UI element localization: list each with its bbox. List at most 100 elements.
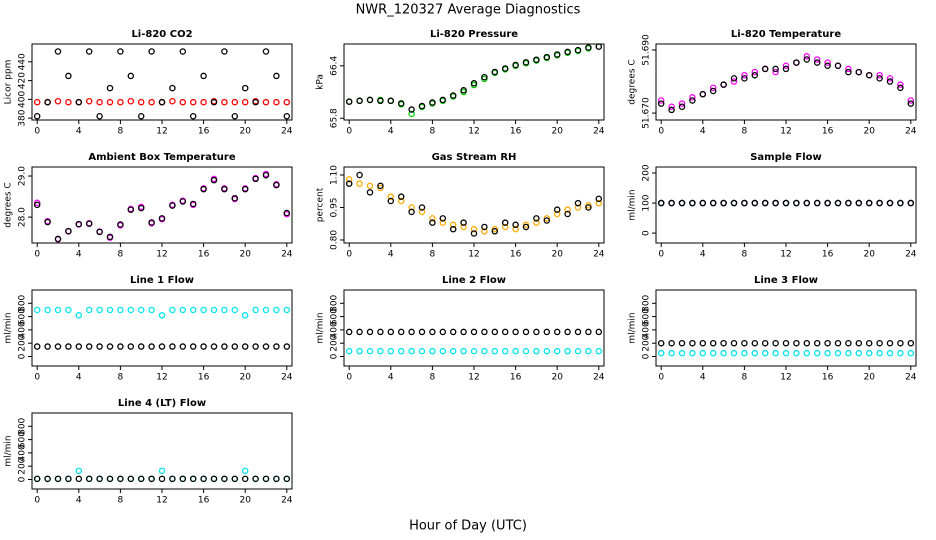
point	[585, 44, 592, 51]
point	[741, 71, 748, 79]
point	[813, 199, 821, 207]
point	[366, 328, 374, 336]
point	[813, 56, 821, 63]
point	[897, 84, 904, 92]
point	[137, 112, 145, 120]
point	[741, 199, 748, 207]
point	[189, 306, 197, 314]
point	[522, 223, 530, 231]
point	[345, 98, 353, 105]
point	[158, 343, 166, 350]
x-tick-label: 8	[118, 373, 124, 383]
point	[241, 84, 249, 92]
point	[85, 97, 93, 105]
point	[397, 197, 405, 205]
point	[221, 343, 228, 350]
point	[96, 475, 103, 483]
point	[127, 97, 135, 105]
point	[460, 347, 467, 355]
y-tick-label: 51.690	[642, 34, 652, 66]
x-tick-label: 0	[658, 373, 664, 383]
point	[512, 221, 519, 229]
point	[855, 199, 863, 207]
point	[106, 233, 114, 241]
point	[429, 347, 436, 355]
point	[793, 349, 800, 357]
point	[449, 328, 457, 336]
x-tick-label: 20	[239, 127, 251, 137]
point	[886, 349, 894, 357]
point	[481, 328, 488, 336]
point	[273, 306, 280, 314]
point	[148, 98, 155, 106]
point	[793, 199, 800, 207]
point	[855, 68, 863, 76]
point	[117, 98, 124, 106]
y-tick-label: 400	[18, 444, 28, 461]
point	[262, 171, 270, 179]
point	[543, 347, 551, 355]
x-tick-label: 20	[863, 373, 875, 383]
point	[200, 98, 207, 106]
x-tick-label: 12	[156, 373, 167, 383]
point	[397, 193, 405, 200]
panel-title: Line 4 (LT) Flow	[118, 398, 206, 409]
x-tick-label: 16	[510, 250, 522, 260]
y-axis-label: ml/min	[4, 435, 14, 466]
point	[574, 204, 582, 211]
point	[834, 339, 842, 347]
x-tick-label: 12	[780, 127, 791, 137]
point	[855, 349, 863, 357]
x-tick-label: 8	[118, 496, 124, 506]
point	[356, 347, 363, 355]
point	[221, 475, 228, 483]
point	[522, 347, 530, 355]
point	[761, 339, 769, 347]
x-tick-label: 0	[658, 250, 664, 260]
point	[730, 339, 738, 347]
point	[397, 347, 405, 355]
point	[522, 59, 530, 66]
point	[668, 349, 675, 357]
point	[657, 97, 665, 104]
point	[543, 53, 551, 61]
y-axis-label: kPa	[316, 74, 326, 90]
point	[137, 475, 145, 483]
point	[699, 339, 707, 347]
point	[501, 65, 509, 72]
y-axis-label: ml/min	[628, 189, 638, 220]
point	[595, 199, 603, 207]
point	[678, 349, 686, 357]
point	[231, 194, 239, 202]
point	[231, 306, 239, 314]
point	[117, 221, 124, 228]
point	[574, 46, 582, 54]
page-title: NWR_120327 Average Diagnostics	[356, 3, 581, 18]
point	[179, 48, 187, 55]
point	[751, 68, 759, 76]
point	[678, 103, 686, 111]
point	[252, 175, 259, 183]
x-tick-label: 24	[905, 250, 917, 260]
point	[813, 339, 821, 347]
x-tick-label: 20	[239, 250, 251, 260]
point	[824, 339, 831, 347]
point	[533, 328, 540, 336]
point	[189, 343, 197, 350]
point	[439, 347, 447, 355]
panel-title: Gas Stream RH	[432, 152, 517, 163]
y-tick-label: 440	[18, 53, 28, 70]
x-tick-label: 16	[198, 496, 210, 506]
point	[127, 475, 135, 483]
x-tick-label: 4	[388, 127, 394, 137]
point	[210, 306, 218, 314]
y-tick-label: 600	[642, 308, 652, 325]
point	[564, 210, 571, 218]
x-tick-label: 24	[281, 127, 293, 137]
point	[793, 339, 800, 347]
point	[522, 221, 530, 229]
point	[356, 328, 363, 336]
point	[65, 475, 72, 483]
point	[377, 347, 384, 355]
y-axis-label: Licor ppm	[4, 60, 14, 105]
